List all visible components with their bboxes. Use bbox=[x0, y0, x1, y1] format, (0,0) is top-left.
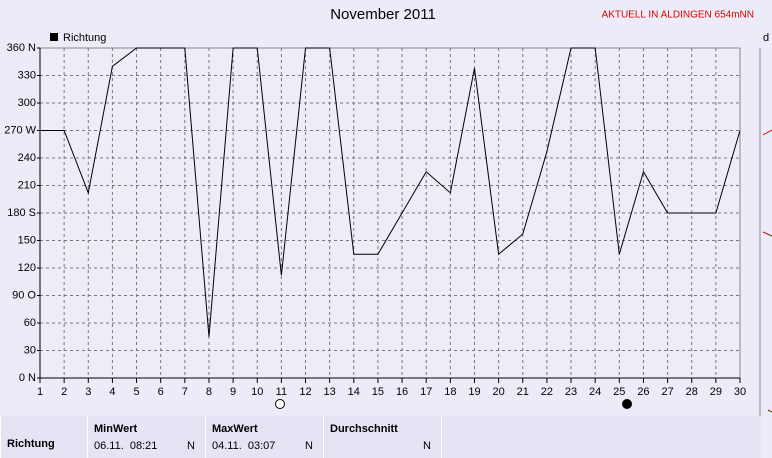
y-tick-label: 180 S bbox=[7, 207, 36, 219]
x-tick-label: 21 bbox=[517, 386, 529, 398]
x-tick-label: 1 bbox=[37, 386, 43, 398]
legend-swatch bbox=[50, 33, 58, 41]
col-value: N bbox=[305, 440, 313, 452]
y-tick-label: 30 bbox=[24, 344, 36, 356]
y-tick-label: 270 W bbox=[4, 124, 36, 136]
y-tick-label: 240 bbox=[18, 152, 36, 164]
x-tick-label: 5 bbox=[133, 386, 139, 398]
summary-cell: MaxWert 04.11. 03:07 N bbox=[205, 416, 323, 458]
x-tick-label: 26 bbox=[637, 386, 649, 398]
row-label: Richtung bbox=[7, 438, 55, 450]
y-tick-label: 360 N bbox=[7, 42, 36, 54]
y-tick-label: 300 bbox=[18, 97, 36, 109]
x-tick-label: 9 bbox=[230, 386, 236, 398]
x-tick-label: 25 bbox=[613, 386, 625, 398]
new-moon-icon bbox=[622, 399, 632, 409]
chart-title: November 2011 bbox=[330, 6, 436, 23]
col-value: N bbox=[423, 440, 431, 452]
x-tick-label: 17 bbox=[420, 386, 432, 398]
data-line bbox=[40, 47, 741, 337]
summary-row-label-cell: Richtung bbox=[0, 416, 87, 458]
col-time: 06.11. 08:21 bbox=[94, 440, 158, 452]
y-tick-label: 120 bbox=[18, 262, 36, 274]
x-tick-label: 14 bbox=[348, 386, 360, 398]
y-tick-label: 60 bbox=[24, 317, 36, 329]
col-header: MinWert bbox=[94, 423, 138, 435]
y-tick-label: 210 bbox=[18, 179, 36, 191]
x-tick-label: 28 bbox=[686, 386, 698, 398]
x-tick-label: 30 bbox=[734, 386, 746, 398]
col-header: MaxWert bbox=[212, 423, 258, 435]
station-note: AKTUELL IN ALDINGEN 654mNN bbox=[602, 10, 754, 21]
x-tick-label: 2 bbox=[61, 386, 67, 398]
col-time: 04.11. 03:07 bbox=[212, 440, 276, 452]
x-tick-label: 3 bbox=[85, 386, 91, 398]
x-tick-label: 12 bbox=[299, 386, 311, 398]
summary-cell: Durchschnitt N bbox=[323, 416, 441, 458]
col-header: Durchschnitt bbox=[330, 423, 398, 435]
summary-empty-cell bbox=[441, 416, 761, 458]
y-tick-label: 150 bbox=[18, 234, 36, 246]
x-tick-label: 27 bbox=[661, 386, 673, 398]
x-tick-label: 8 bbox=[206, 386, 212, 398]
x-tick-label: 22 bbox=[541, 386, 553, 398]
chart: November 2011 AKTUELL IN ALDINGEN 654mNN… bbox=[4, 6, 772, 416]
legend-label: Richtung bbox=[63, 32, 106, 44]
full-moon-icon bbox=[275, 399, 285, 409]
x-tick-label: 20 bbox=[492, 386, 504, 398]
y-tick-label: 0 N bbox=[19, 372, 36, 384]
x-tick-label: 18 bbox=[444, 386, 456, 398]
col-value: N bbox=[187, 440, 195, 452]
x-tick-label: 13 bbox=[324, 386, 336, 398]
x-tick-label: 4 bbox=[109, 386, 115, 398]
x-tick-label: 15 bbox=[372, 386, 384, 398]
x-tick-label: 23 bbox=[565, 386, 577, 398]
x-tick-label: 19 bbox=[468, 386, 480, 398]
x-tick-label: 7 bbox=[182, 386, 188, 398]
x-tick-label: 16 bbox=[396, 386, 408, 398]
side-chart-lines bbox=[762, 129, 772, 413]
y-tick-label: 90 O bbox=[12, 289, 36, 301]
side-chart-fragment: d bbox=[763, 32, 769, 44]
x-tick-label: 6 bbox=[158, 386, 164, 398]
summary-cell: MinWert 06.11. 08:21 N bbox=[87, 416, 205, 458]
x-tick-label: 29 bbox=[710, 386, 722, 398]
x-tick-label: 10 bbox=[251, 386, 263, 398]
x-tick-label: 11 bbox=[276, 386, 287, 398]
y-tick-label: 330 bbox=[18, 69, 36, 81]
x-tick-label: 24 bbox=[589, 386, 601, 398]
